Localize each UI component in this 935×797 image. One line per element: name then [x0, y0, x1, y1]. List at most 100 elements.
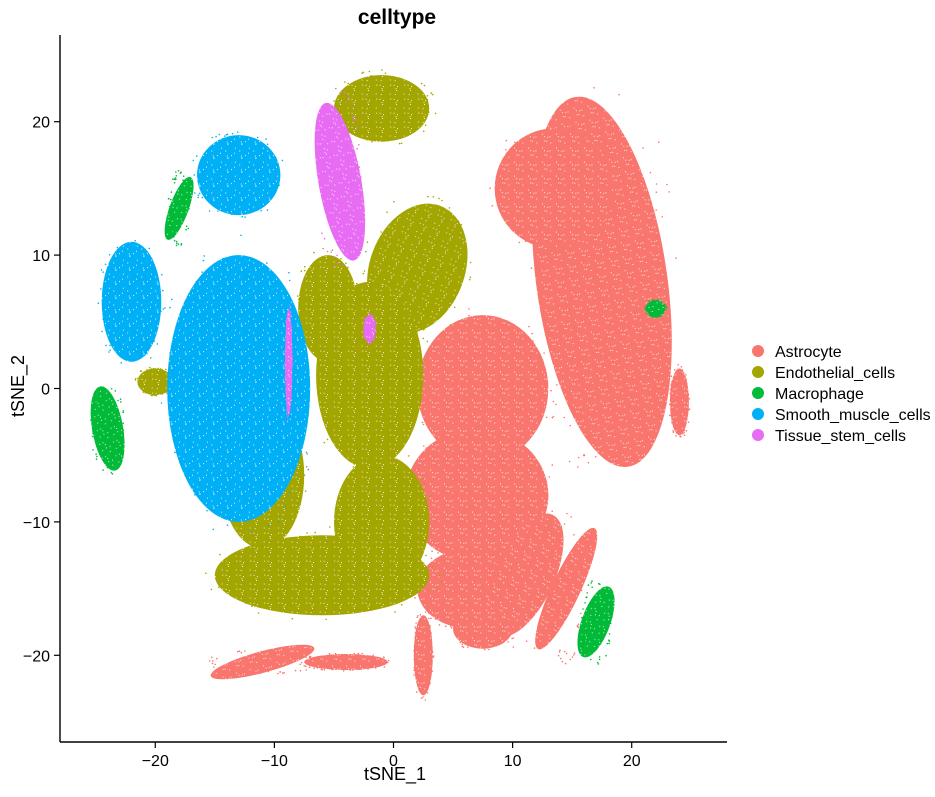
cell-point	[366, 457, 369, 459]
cell-point	[371, 75, 373, 77]
cell-point	[559, 649, 561, 652]
cell-point	[349, 250, 352, 252]
cell-point	[304, 265, 306, 268]
cell-point	[552, 610, 554, 612]
cell-point	[185, 225, 188, 227]
cell-point	[663, 309, 666, 312]
cell-point	[451, 624, 454, 627]
cell-point	[544, 519, 547, 522]
cell-point	[560, 525, 562, 528]
cell-point	[336, 363, 339, 366]
cell-point	[174, 426, 176, 428]
cell-point	[357, 287, 360, 290]
data-point	[380, 520, 383, 524]
cell-point	[413, 649, 415, 652]
cell-point	[348, 96, 350, 99]
cell-point	[431, 566, 434, 568]
cell-point	[224, 560, 227, 563]
cell-point	[651, 299, 654, 302]
cell-point	[426, 95, 429, 97]
data-point	[368, 327, 371, 330]
cell-point	[413, 667, 416, 669]
cell-point	[299, 535, 301, 538]
cell-point	[96, 455, 98, 458]
cell-point	[544, 129, 546, 132]
cell-point	[360, 199, 362, 201]
cell-point	[165, 392, 168, 394]
cell-point	[266, 554, 268, 556]
cell-point	[648, 418, 651, 421]
cell-point	[534, 242, 537, 245]
cell-point	[436, 587, 438, 589]
cell-point	[584, 648, 586, 650]
cell-point	[453, 306, 456, 309]
cell-point	[105, 279, 108, 281]
cell-point	[426, 98, 429, 101]
cell-point	[462, 244, 464, 246]
cell-point	[362, 71, 365, 74]
cell-point	[316, 667, 319, 669]
cell-point	[556, 538, 559, 541]
cell-point	[335, 519, 338, 521]
cell-point	[278, 291, 281, 294]
cell-point	[528, 138, 530, 141]
cell-point	[511, 637, 513, 640]
cell-point	[593, 87, 595, 89]
cell-point	[512, 637, 515, 639]
cell-point	[539, 242, 541, 244]
cell-point	[108, 351, 110, 353]
cell-point	[449, 324, 452, 326]
data-point	[237, 387, 240, 390]
cell-point	[211, 662, 214, 665]
cell-point	[306, 453, 308, 455]
data-point	[678, 414, 681, 417]
cell-point	[543, 133, 546, 136]
cluster-region	[494, 128, 614, 249]
cell-point	[371, 314, 374, 317]
cell-point	[119, 398, 122, 401]
cluster-region	[577, 586, 615, 658]
cell-point	[448, 213, 451, 215]
cell-point	[548, 476, 551, 478]
data-point	[106, 427, 109, 430]
cell-point	[205, 154, 208, 156]
cell-point	[154, 394, 156, 397]
cell-point	[505, 149, 507, 151]
cell-point	[377, 656, 379, 659]
cell-point	[601, 148, 603, 150]
cell-point	[373, 337, 375, 340]
cell-point	[92, 449, 94, 451]
cell-point	[148, 247, 151, 250]
cell-point	[284, 371, 286, 373]
cell-point	[354, 118, 357, 121]
cell-point	[445, 625, 447, 627]
cell-point	[542, 521, 544, 523]
cell-point	[577, 97, 580, 99]
cell-point	[245, 602, 247, 604]
cell-point	[97, 302, 100, 305]
cell-point	[208, 201, 210, 203]
cell-point	[614, 217, 616, 219]
cell-point	[423, 548, 425, 550]
cell-point	[655, 183, 658, 185]
cell-point	[670, 384, 673, 387]
cell-point	[323, 237, 326, 240]
cell-point	[648, 300, 650, 303]
cell-point	[286, 410, 288, 412]
data-point	[237, 174, 240, 177]
cell-point	[308, 656, 311, 659]
cell-point	[357, 668, 359, 671]
cell-point	[449, 552, 451, 555]
cell-point	[383, 666, 386, 668]
cell-point	[102, 386, 105, 389]
cell-point	[359, 320, 362, 323]
cell-point	[195, 295, 198, 298]
cell-point	[154, 273, 157, 276]
cell-point	[110, 388, 113, 390]
cell-point	[597, 148, 599, 150]
cell-point	[398, 283, 401, 286]
cell-point	[543, 252, 545, 255]
cell-point	[414, 626, 416, 628]
cell-point	[206, 509, 208, 512]
cell-point	[576, 547, 578, 549]
